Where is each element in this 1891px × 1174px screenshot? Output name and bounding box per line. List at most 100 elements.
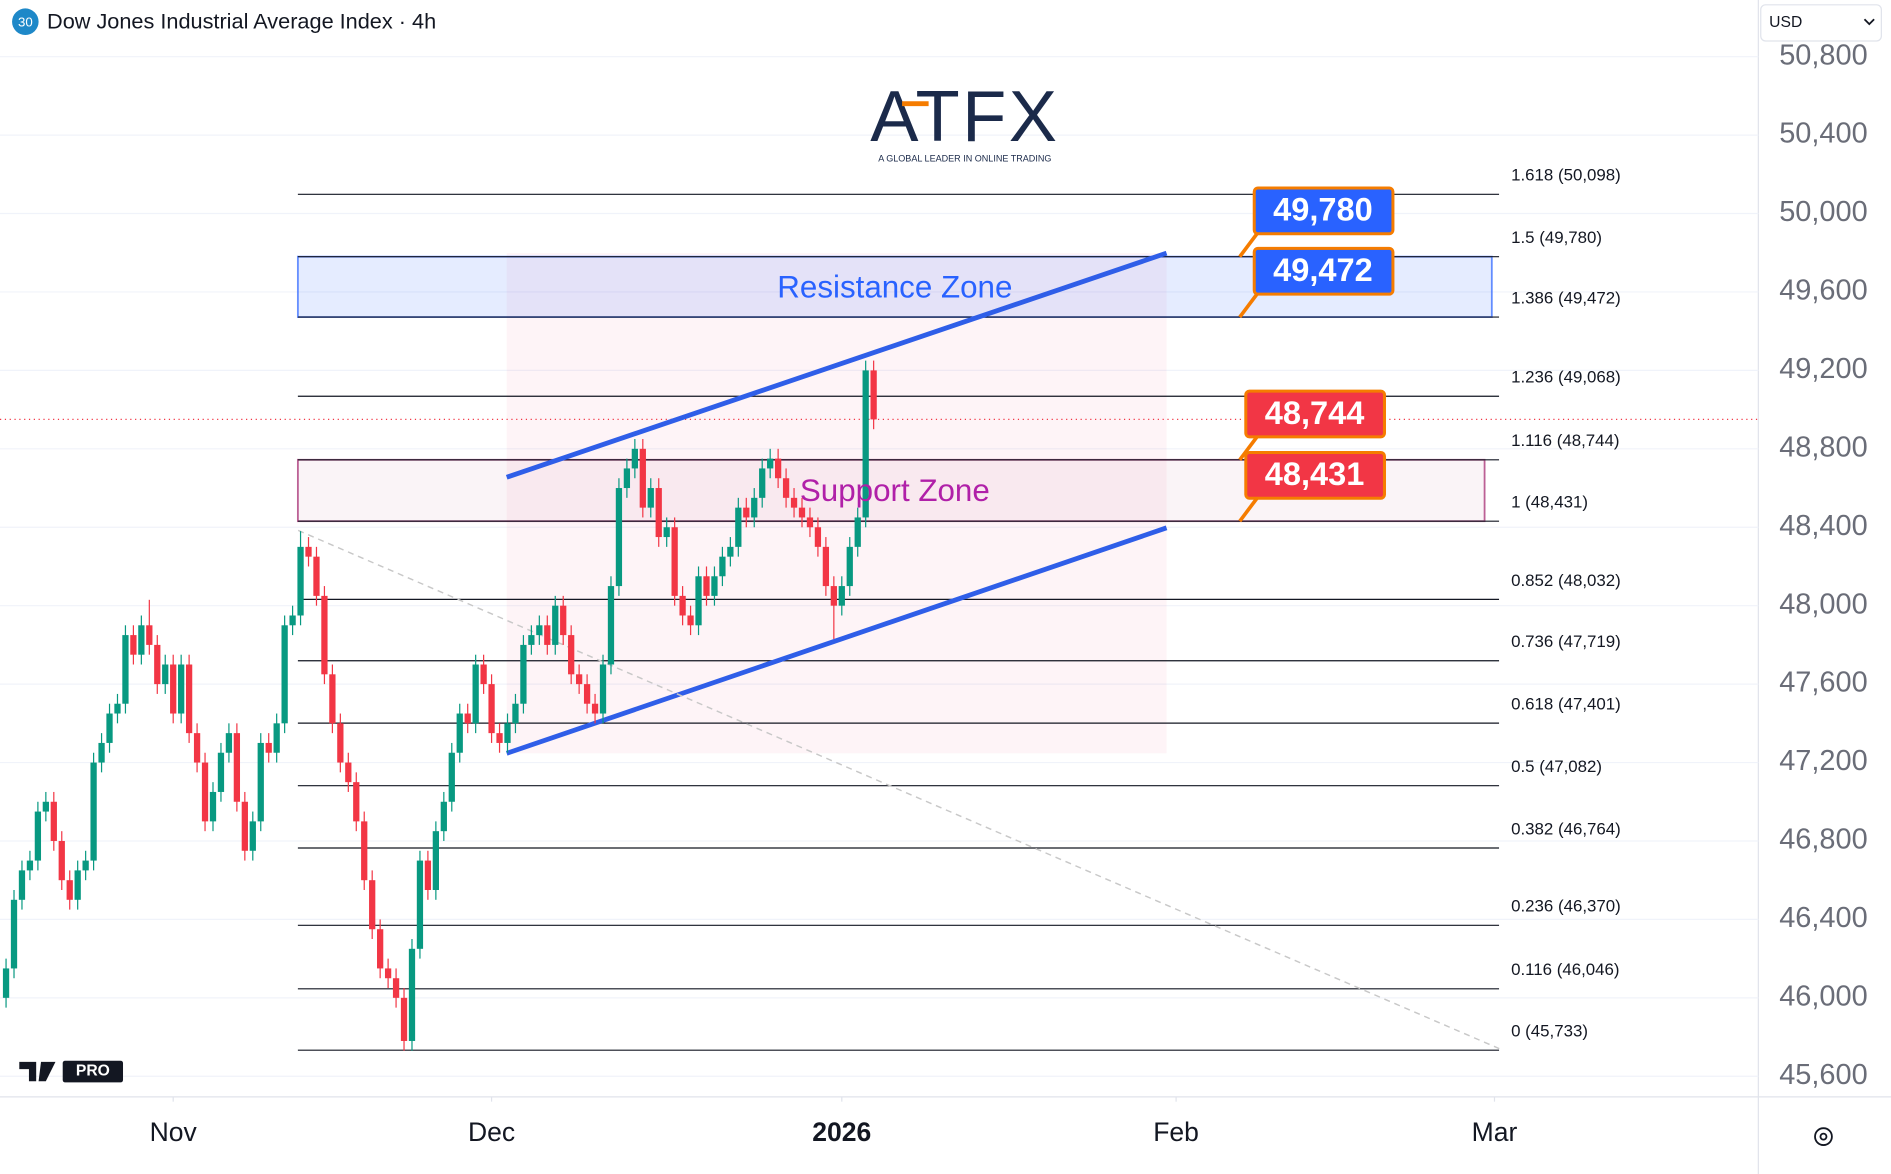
- candle-body: [146, 625, 153, 645]
- channel-line: [505, 250, 1168, 480]
- candle-body: [671, 527, 678, 596]
- projection-line: [297, 529, 1500, 1050]
- candle-body: [416, 860, 424, 949]
- candle-body: [297, 546, 304, 616]
- candle-body: [408, 948, 416, 1041]
- candle-body: [233, 733, 241, 802]
- price-tag-label: 48,744: [1265, 395, 1365, 431]
- candle-body: [607, 586, 615, 665]
- candle-body: [369, 880, 376, 930]
- candle-body: [249, 821, 256, 851]
- candle-body: [798, 507, 806, 518]
- candle-body: [18, 870, 26, 900]
- fib-level-label: 0.736 (47,719): [1511, 632, 1621, 651]
- candle-body: [448, 752, 455, 802]
- candle-body: [480, 664, 487, 685]
- y-tick-label: 45,600: [1779, 1059, 1867, 1091]
- currency-selector[interactable]: [1760, 4, 1882, 42]
- candle-body: [384, 968, 392, 979]
- fib-level-label: 1.116 (48,744): [1511, 431, 1619, 450]
- candle-body: [178, 664, 185, 714]
- settings-icon-core: [1819, 1132, 1828, 1141]
- candle-body: [90, 762, 97, 861]
- currency-text: USD: [1769, 14, 1802, 31]
- candle-body: [424, 860, 432, 890]
- candle-body: [703, 576, 710, 596]
- price-tag-label: 49,472: [1273, 252, 1373, 288]
- y-tick-label: 48,400: [1779, 510, 1867, 542]
- main-layer: 45,600 46,000 46,400 46,800 47,200 47,600 48,0…: [2, 39, 1868, 1147]
- candle-body: [719, 556, 726, 577]
- candle-body: [464, 713, 471, 724]
- candle-body: [440, 801, 447, 832]
- fib-level-label: 0 (45,733): [1511, 1022, 1588, 1041]
- candle-body: [759, 468, 766, 498]
- candle-body: [42, 801, 49, 812]
- candle-body: [790, 497, 798, 508]
- candle-body: [520, 644, 527, 704]
- dropdown-arrow: [1863, 18, 1875, 26]
- candle-body: [838, 586, 845, 606]
- candle-body: [361, 821, 368, 881]
- y-tick-label: 48,800: [1779, 431, 1867, 463]
- candle-body: [50, 801, 57, 841]
- y-tick-label: 48,000: [1779, 588, 1867, 620]
- candle-body: [185, 664, 193, 734]
- settings-icon[interactable]: [1814, 1127, 1833, 1146]
- zone-label: Resistance Zone: [777, 270, 1012, 305]
- candle-body: [329, 674, 336, 724]
- candle-body: [392, 978, 400, 998]
- y-tick-label: 50,800: [1779, 39, 1867, 71]
- symbol-badge: [12, 8, 39, 35]
- candle-body: [154, 644, 161, 685]
- tv-logo: [19, 1061, 56, 1082]
- candle-body: [122, 635, 129, 704]
- candle-body: [337, 723, 344, 763]
- candle-body: [767, 458, 774, 469]
- candle-body: [66, 880, 73, 900]
- candle-body: [26, 860, 34, 871]
- fib-level-label: 0.852 (48,032): [1511, 571, 1621, 590]
- symbol-title[interactable]: Dow Jones Industrial Average Index · 4h: [47, 9, 436, 34]
- x-tick-label: 2026: [812, 1117, 871, 1147]
- candle-body: [743, 507, 750, 518]
- candle-body: [647, 488, 654, 508]
- candle-body: [114, 703, 121, 714]
- candle-body: [862, 370, 869, 518]
- candle-body: [639, 448, 646, 508]
- y-tick-label: 47,600: [1779, 667, 1867, 699]
- fib-level-label: 0.5 (47,082): [1511, 757, 1602, 776]
- candle-body: [830, 586, 837, 606]
- candle-body: [281, 625, 288, 724]
- candle-body: [568, 635, 575, 675]
- fib-level-label: 1.386 (49,472): [1511, 288, 1621, 307]
- fib-level-label: 0.382 (46,764): [1511, 819, 1621, 838]
- candle-body: [599, 664, 607, 714]
- candle-body: [735, 507, 742, 547]
- candle-body: [687, 615, 694, 626]
- candle-body: [273, 723, 280, 753]
- candle-body: [2, 968, 10, 998]
- candle-body: [217, 752, 225, 792]
- candle-body: [663, 527, 670, 538]
- price-tag: [1244, 389, 1386, 439]
- candle-body: [257, 742, 264, 822]
- candle-body: [58, 840, 65, 881]
- candle-body: [313, 556, 320, 596]
- y-tick-label: 50,400: [1779, 118, 1867, 150]
- y-tick-label: 47,200: [1779, 745, 1867, 777]
- fib-level-label: 1.5 (49,780): [1511, 228, 1602, 247]
- candle-body: [560, 605, 567, 636]
- price-tag: [1252, 186, 1395, 236]
- fib-level-label: 0.116 (46,046): [1511, 960, 1619, 979]
- fib-level-label: 1 (48,431): [1511, 493, 1588, 512]
- candle-body: [82, 860, 89, 871]
- pro-badge: [62, 1060, 124, 1083]
- candle-body: [528, 635, 535, 645]
- candle-body: [265, 742, 272, 753]
- candle-body: [504, 723, 511, 743]
- candle-body: [615, 488, 623, 587]
- zone-label: Support Zone: [800, 473, 990, 508]
